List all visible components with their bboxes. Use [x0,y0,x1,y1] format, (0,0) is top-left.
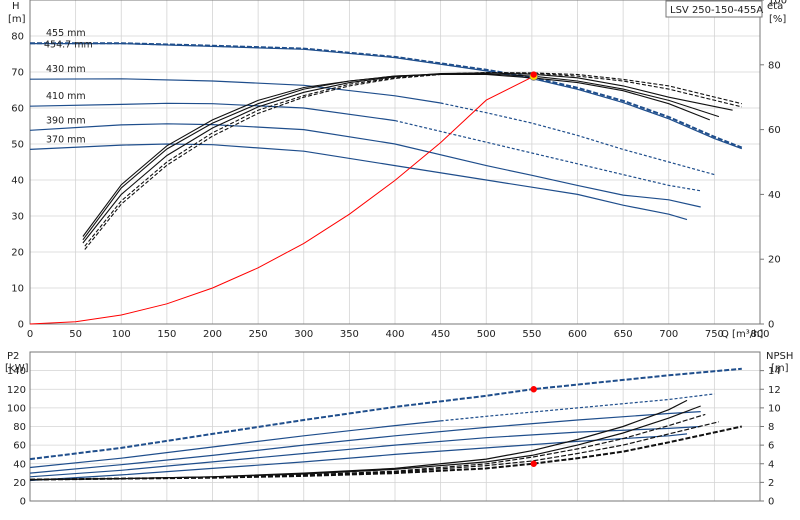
power-tick-label: 100 [7,403,26,414]
npsh-tick-label: 10 [768,403,781,414]
npsh-curve [29,405,701,481]
efficiency-axis-unit: [%] [769,14,786,25]
head-panel-curves [29,42,743,325]
power-tick-label: 140 [7,366,26,377]
head-tick-label: 20 [11,248,24,259]
npsh-tick-label: 12 [768,385,781,396]
duty-point-markers [529,71,539,467]
head-curve-label: 410 mm [46,91,86,102]
head-tick-label: 0 [18,320,24,331]
efficiency-tick-label: 60 [768,125,781,136]
power-tick-label: 0 [20,497,26,508]
flow-tick-label: 550 [522,329,541,340]
flow-tick-label: 250 [249,329,268,340]
efficiency-curve [82,72,733,244]
head-curve [29,143,688,221]
head-curve-label: 455 mm [46,28,86,39]
efficiency-axis-label: eta [767,1,783,12]
system-curve [29,75,534,325]
flow-tick-label: 50 [69,329,82,340]
head-curve-label: 430 mm [46,64,86,75]
flow-tick-label: 600 [568,329,587,340]
head-tick-label: 60 [11,104,24,115]
npsh-point-marker [530,460,537,467]
power-tick-label: 120 [7,385,26,396]
power-tick-label: 60 [13,441,26,452]
power-axis-label: P2 [7,351,19,362]
head-panel-grid [29,0,761,325]
head-curve [29,102,396,122]
head-tick-label: 80 [11,32,24,43]
npsh-tick-label: 8 [768,422,774,433]
npsh-curve [29,421,720,481]
npsh-axis-label: NPSH [766,351,793,362]
flow-tick-label: 300 [294,329,313,340]
npsh-axis-unit: [m] [771,363,789,374]
flow-tick-label: 0 [27,329,33,340]
power-tick-label: 40 [13,459,26,470]
head-curve [29,123,701,208]
npsh-tick-label: 14 [768,366,781,377]
efficiency-point-marker [530,71,537,78]
power-curve-dashed [440,393,715,422]
flow-axis-label: Q [m³/h] [721,329,763,340]
plot-frame [29,0,761,325]
npsh-curve [29,413,706,481]
power-curve [29,367,742,461]
flow-tick-label: 750 [705,329,724,340]
flow-tick-label: 400 [385,329,404,340]
power-tick-label: 20 [13,478,26,489]
head-curve [29,78,441,104]
flow-tick-label: 350 [340,329,359,340]
power-tick-label: 80 [13,422,26,433]
efficiency-tick-label: 0 [768,320,774,331]
flow-tick-label: 100 [112,329,131,340]
efficiency-curve [82,73,720,241]
efficiency-tick-label: 80 [768,60,781,71]
npsh-curve [29,425,743,481]
power-curve [29,420,441,469]
efficiency-curve [84,72,742,247]
head-curve [30,43,743,150]
efficiency-curve [84,72,742,250]
npsh-tick-label: 4 [768,459,774,470]
head-tick-label: 40 [11,176,24,187]
efficiency-tick-label: 40 [768,190,781,201]
flow-tick-label: 450 [431,329,450,340]
head-curve [30,42,743,149]
power-panel-ticks: 0 20 40 60 80 100 120 140 0 2 4 6 8 10 12 14 [7,366,781,507]
power-point-marker [530,386,537,393]
head-curve-label: 370 mm [46,134,86,145]
efficiency-tick-label: 100 [768,0,787,7]
power-curve [29,433,688,482]
head-tick-label: 70 [11,68,24,79]
efficiency-tick-label: 20 [768,255,781,266]
power-panel-curves [29,367,743,482]
flow-tick-label: 200 [203,329,222,340]
power-curve [29,411,701,474]
power-axis-unit: [kW] [5,363,29,374]
flow-tick-label: 150 [157,329,176,340]
npsh-tick-label: 0 [768,497,774,508]
head-curve-label: 390 mm [46,115,86,126]
flow-tick-label: 650 [614,329,633,340]
head-tick-label: 10 [11,284,24,295]
flow-tick-label: 700 [659,329,678,340]
head-axis-unit: [m] [8,14,26,25]
power-curve [29,425,701,478]
head-curve-label: 454.7 mm [44,40,93,51]
head-tick-label: 50 [11,140,24,151]
flow-tick-label: 500 [477,329,496,340]
model-label: LSV 250-150-455A [670,5,763,16]
model-label-box [665,0,763,18]
npsh-tick-label: 6 [768,441,774,452]
head-axis-label: H [12,1,20,12]
flow-tick-label: 800 [750,329,769,340]
head-tick-label: 30 [11,212,24,223]
npsh-tick-label: 2 [768,478,774,489]
head-curve-dashed [440,102,715,176]
